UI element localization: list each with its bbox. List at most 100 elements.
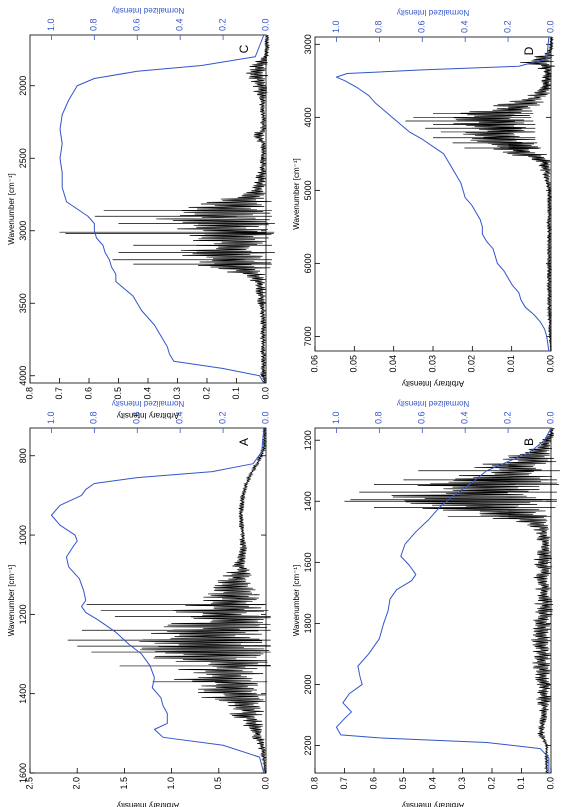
normalized-tick-label: 0.2 <box>502 411 512 424</box>
x-tick-label: 800 <box>18 448 28 463</box>
normalized-tick-label: 1.0 <box>331 20 341 33</box>
arbitrary-tick-label: 0.03 <box>427 355 437 373</box>
x-tick-label: 1800 <box>303 613 313 633</box>
x-tick-label: 7000 <box>303 326 313 346</box>
x-tick-label: 1200 <box>18 604 28 624</box>
x-tick-label: 3500 <box>18 293 28 313</box>
x-tick-label: 4000 <box>303 107 313 127</box>
x-tick-label: 3000 <box>18 221 28 241</box>
normalized-axis-label: Normalized Intensity <box>397 8 469 17</box>
normalized-tick-label: 0.8 <box>89 18 99 31</box>
arbitrary-tick-label: 0.4 <box>427 777 437 790</box>
arbitrary-tick-label: 0.8 <box>309 777 319 790</box>
arbitrary-axis: 0.0 0.5 1.0 1.5 2.0 2.5 Arbitrary Intensity <box>24 768 270 807</box>
normalized-tick-label: 0.4 <box>175 411 185 424</box>
normalized-axis: 0.0 0.2 0.4 0.6 0.8 1.0 Normalized Intensity <box>331 399 555 433</box>
arbitrary-tick-label: 0.5 <box>113 387 123 400</box>
normalized-tick-label: 0.8 <box>374 20 384 33</box>
arbitrary-tick-label: 0.1 <box>231 387 241 400</box>
arbitrary-tick-label: 0.0 <box>545 777 555 790</box>
panel-frame <box>29 34 267 384</box>
x-axis: 1200 1400 1600 1800 2000 2200 Wavenumber [cm⁻¹… <box>292 430 551 756</box>
x-tick-label: 1200 <box>303 430 313 450</box>
normalized-tick-label: 0.0 <box>545 411 555 424</box>
arbitrary-tick-label: 1.5 <box>119 777 129 790</box>
arbitrary-tick-label: 0.8 <box>24 387 34 400</box>
x-tick-label: 4000 <box>18 366 28 386</box>
x-tick-label: 2500 <box>18 148 28 168</box>
panel-label: B <box>522 438 536 446</box>
arbitrary-axis-label: Arbitrary Intensity <box>402 801 464 807</box>
x-axis-label: Wavenumber [cm⁻¹] <box>292 565 301 637</box>
x-axis-label: Wavenumber [cm⁻¹] <box>292 158 301 230</box>
arbitrary-tick-label: 0.04 <box>388 355 398 373</box>
panel-d: 3000 4000 5000 6000 7000 Wavenumber [cm⁻¹] 0.0… <box>292 8 555 388</box>
normalized-tick-label: 1.0 <box>46 411 56 424</box>
arbitrary-spectrum <box>139 427 271 774</box>
normalized-tick-label: 0.6 <box>417 20 427 33</box>
arbitrary-tick-label: 2.0 <box>72 777 82 790</box>
normalized-axis-label: Normalized Intensity <box>112 6 184 15</box>
arbitrary-axis-label: Arbitrary Intensity <box>117 411 179 420</box>
arbitrary-axis-label: Arbitrary Intensity <box>117 801 179 807</box>
arbitrary-tick-label: 0.6 <box>368 777 378 790</box>
arbitrary-tick-label: 0.6 <box>83 387 93 400</box>
x-axis-label: Wavenumber [cm⁻¹] <box>7 173 16 245</box>
normalized-tick-label: 0.4 <box>175 18 185 31</box>
normalized-tick-label: 0.4 <box>460 20 470 33</box>
arbitrary-axis: 0.00 0.01 0.02 0.03 0.04 0.05 0.06 Arbitrary In… <box>309 346 555 388</box>
normalized-tick-label: 0.0 <box>260 411 270 424</box>
panel-label: C <box>237 44 251 53</box>
x-axis: 2000 2500 3000 3500 4000 Wavenumber [cm⁻¹] <box>7 76 266 386</box>
x-axis: 800 1000 1200 1400 1600 Wavenumber [cm⁻¹] <box>7 448 266 783</box>
x-axis-label: Wavenumber [cm⁻¹] <box>7 565 16 637</box>
arbitrary-tick-label: 0.0 <box>260 777 270 790</box>
arbitrary-tick-label: 0.3 <box>457 777 467 790</box>
normalized-tick-label: 0.6 <box>417 411 427 424</box>
arbitrary-tick-label: 0.02 <box>467 355 477 373</box>
normalized-tick-label: 0.8 <box>374 411 384 424</box>
x-tick-label: 1000 <box>18 525 28 545</box>
arbitrary-axis: 0.0 0.1 0.2 0.3 0.4 0.5 0.6 0.7 0.8 Arbitrary Int… <box>309 768 555 807</box>
arbitrary-tick-label: 0.06 <box>309 355 319 373</box>
normalized-tick-label: 0.6 <box>132 411 142 424</box>
panel-label: A <box>237 438 251 446</box>
normalized-tick-label: 1.0 <box>331 411 341 424</box>
normalized-tick-label: 1.0 <box>46 18 56 31</box>
arbitrary-tick-label: 1.0 <box>166 777 176 790</box>
arbitrary-tick-label: 0.01 <box>506 355 516 373</box>
normalized-tick-label: 0.4 <box>460 411 470 424</box>
arbitrary-spectrum <box>453 36 555 352</box>
arbitrary-tick-label: 0.05 <box>349 355 359 373</box>
arbitrary-tick-label: 2.5 <box>24 777 34 790</box>
normalized-axis: 0.0 0.2 0.4 0.6 0.8 1.0 Normalized Intensity <box>46 6 270 40</box>
x-tick-label: 3000 <box>303 34 313 54</box>
x-axis: 3000 4000 5000 6000 7000 Wavenumber [cm⁻¹] <box>292 34 551 346</box>
normalized-spectrum <box>50 427 265 774</box>
normalized-axis: 0.0 0.2 0.4 0.6 0.8 1.0 Normalized Intensity <box>331 8 555 42</box>
x-tick-label: 2000 <box>303 674 313 694</box>
panel-c: 2000 2500 3000 3500 4000 Wavenumber [cm⁻¹] 0.0… <box>7 6 275 420</box>
arbitrary-tick-label: 0.5 <box>398 777 408 790</box>
x-tick-label: 1600 <box>18 763 28 783</box>
arbitrary-tick-label: 0.7 <box>54 387 64 400</box>
x-tick-label: 6000 <box>303 253 313 273</box>
normalized-tick-label: 0.2 <box>502 20 512 33</box>
arbitrary-tick-label: 0.1 <box>516 777 526 790</box>
arbitrary-axis-label: Arbitrary Intensity <box>402 379 464 388</box>
arbitrary-tick-label: 0.0 <box>260 387 270 400</box>
panel-b: 1200 1400 1600 1800 2000 2200 Wavenumber [cm⁻¹… <box>292 399 560 807</box>
normalized-spectrum <box>335 427 552 773</box>
x-tick-label: 2000 <box>18 76 28 96</box>
arbitrary-tick-label: 0.5 <box>213 777 223 790</box>
arbitrary-tick-label: 0.2 <box>201 387 211 400</box>
x-tick-label: 5000 <box>303 180 313 200</box>
arbitrary-axis: 0.0 0.1 0.2 0.3 0.4 0.5 0.6 0.7 0.8 Arbitrary Int… <box>24 378 270 420</box>
normalized-axis-label: Normalized Intensity <box>112 399 184 408</box>
normalized-spectrum <box>335 36 550 352</box>
arbitrary-tick-label: 0.00 <box>545 355 555 373</box>
x-tick-label: 1400 <box>18 684 28 704</box>
normalized-tick-label: 0.2 <box>217 411 227 424</box>
